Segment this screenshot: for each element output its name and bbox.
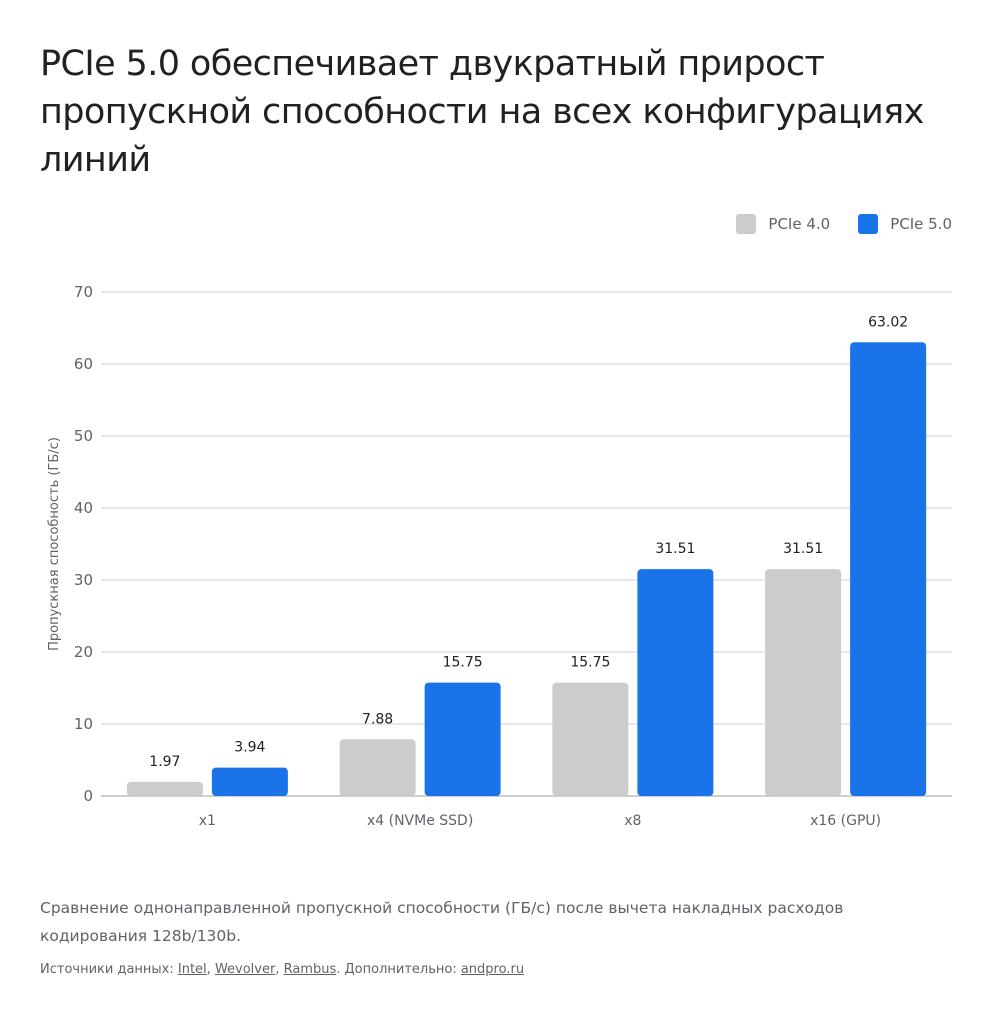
legend-item-pcie5: PCIe 5.0	[858, 214, 952, 234]
source-link-rambus[interactable]: Rambus	[283, 962, 337, 977]
legend-swatch-pcie4	[736, 214, 757, 234]
source-link-wevolver[interactable]: Wevolver	[214, 962, 276, 977]
sources-separator: ,	[206, 962, 215, 977]
caption: Сравнение однонаправленной пропускной сп…	[40, 899, 844, 945]
bar-pcie5-3	[850, 342, 927, 796]
y-tick-label: 20	[74, 643, 93, 661]
source-link-intel[interactable]: Intel	[177, 962, 207, 977]
y-axis-label: Пропускная способность (ГБ/с)	[47, 437, 62, 651]
data-label-pcie4-3: 31.51	[783, 541, 823, 557]
bar-pcie5-0	[211, 767, 288, 796]
bar-chart: 0 10 20 30 40 50 60 70 Пропускная способность (…	[47, 283, 952, 829]
y-tick-label: 30	[74, 571, 93, 589]
bar-pcie5-1	[424, 682, 501, 796]
data-label-pcie4-1: 7.88	[362, 711, 393, 727]
sources-line: Источники данных: Intel, Wevolver, Rambu…	[40, 962, 524, 977]
sources-more-prefix: . Дополнительно:	[336, 962, 461, 977]
data-label-pcie4-0: 1.97	[149, 754, 180, 770]
chart-title: PCIe 5.0 обеспечивает двукратный прирост…	[40, 44, 924, 180]
sources-prefix: Источники данных:	[40, 962, 178, 977]
x-tick-labels: x1 x4 (NVMe SSD) x8 x16 (GPU)	[199, 813, 881, 829]
data-label-pcie5-1: 15.75	[443, 655, 483, 671]
y-tick-label: 0	[83, 787, 93, 805]
bars	[126, 342, 927, 796]
y-tick-labels: 0 10 20 30 40 50 60 70	[74, 283, 93, 805]
source-link-andpro[interactable]: andpro.ru	[460, 962, 525, 977]
x-tick-label: x4 (NVMe SSD)	[367, 813, 473, 829]
legend-label-pcie5: PCIe 5.0	[890, 215, 952, 233]
legend-item-pcie4: PCIe 4.0	[736, 214, 830, 234]
bar-pcie4-1	[339, 739, 416, 796]
y-tick-label: 50	[74, 427, 93, 445]
data-label-pcie5-3: 63.02	[868, 314, 908, 330]
x-tick-label: x16 (GPU)	[810, 813, 881, 829]
bar-pcie4-0	[126, 781, 203, 796]
data-label-pcie5-0: 3.94	[234, 740, 265, 756]
x-tick-label: x1	[199, 813, 216, 829]
y-tick-label: 10	[74, 715, 93, 733]
legend-swatch-pcie5	[858, 214, 879, 234]
data-label-pcie4-2: 15.75	[570, 655, 610, 671]
bar-pcie5-2	[637, 569, 714, 796]
legend-label-pcie4: PCIe 4.0	[768, 215, 831, 233]
data-label-pcie5-2: 31.51	[655, 541, 695, 557]
y-tick-label: 40	[74, 499, 93, 517]
bar-pcie4-2	[552, 682, 629, 796]
sources-separator: ,	[275, 962, 284, 977]
bar-pcie4-3	[765, 569, 842, 796]
data-labels: 1.97 3.94 7.88 15.75 15.75 31.51 31.51 63.02	[149, 314, 908, 770]
y-tick-label: 70	[74, 283, 93, 301]
y-tick-label: 60	[74, 355, 93, 373]
legend: PCIe 4.0 PCIe 5.0	[736, 214, 952, 234]
gridlines	[101, 291, 952, 797]
x-tick-label: x8	[624, 813, 641, 829]
